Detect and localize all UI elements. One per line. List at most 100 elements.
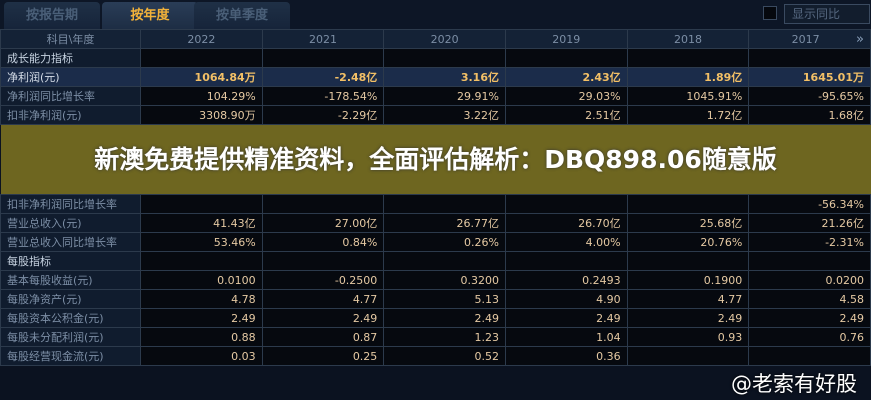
cell-value: 104.29% — [140, 86, 263, 106]
cell-value: -95.65% — [748, 86, 871, 106]
cell-value — [626, 251, 750, 271]
cell-value: 4.00% — [504, 232, 628, 252]
cell-value: 4.77 — [626, 289, 750, 309]
cell-value: -0.2500 — [261, 270, 385, 290]
cell-value: 0.93 — [626, 327, 750, 347]
table-header-row: 科目\年度 2022 2021 2020 2019 2018 2017» — [0, 29, 871, 49]
financial-table: 科目\年度 2022 2021 2020 2019 2018 2017» 成长能力指标 净利润(… — [0, 29, 871, 366]
table-row[interactable]: 每股净资产(元) 4.78 4.77 5.13 4.90 4.77 4.58 — [0, 289, 871, 309]
table-row[interactable]: 扣非净利润同比增长率 -56.34% — [0, 194, 871, 214]
cell-value — [383, 48, 506, 68]
cell-value: -178.54% — [261, 86, 385, 106]
table-row[interactable]: 净利润同比增长率 104.29% -178.54% 29.91% 29.03% 1045.… — [0, 86, 871, 106]
cell-value: 25.68亿 — [626, 213, 750, 233]
cell-value: 1.89亿 — [626, 67, 750, 87]
row-label: 扣非净利润同比增长率 — [0, 194, 141, 214]
column-header[interactable]: 2022 — [140, 29, 263, 49]
cell-value: 0.36 — [504, 346, 628, 366]
cell-value: 0.03 — [140, 346, 263, 366]
cell-value: 0.2493 — [504, 270, 628, 290]
cell-value — [504, 194, 628, 214]
cell-value: 3.16亿 — [383, 67, 506, 87]
cell-value: 0.0200 — [748, 270, 871, 290]
table-row[interactable]: 扣非净利润(元) 3308.90万 -2.29亿 3.22亿 2.51亿 1.72亿 1.6… — [0, 105, 871, 125]
row-label: 基本每股收益(元) — [0, 270, 141, 290]
cell-value: 2.43亿 — [504, 67, 628, 87]
cell-value: 20.76% — [626, 232, 750, 252]
table-row[interactable]: 营业总收入同比增长率 53.46% 0.84% 0.26% 4.00% 20.76% -2.… — [0, 232, 871, 252]
table-row[interactable]: 每股指标 — [0, 251, 871, 271]
table-row[interactable]: 每股未分配利润(元) 0.88 0.87 1.23 1.04 0.93 0.76 — [0, 327, 871, 347]
cell-value: 2.49 — [748, 308, 871, 328]
yoy-checkbox[interactable] — [763, 6, 777, 20]
cell-value: 0.3200 — [383, 270, 506, 290]
watermark: @老索有好股 — [731, 372, 857, 396]
banner-row: 新澳免费提供精准资料，全面评估解析：DBQ898.06随意版 — [0, 124, 871, 195]
cell-value: 0.1900 — [626, 270, 750, 290]
row-label: 每股指标 — [0, 251, 141, 271]
cell-value: 4.78 — [140, 289, 263, 309]
cell-value: 4.58 — [748, 289, 871, 309]
cell-value: 0.0100 — [140, 270, 263, 290]
cell-value: 1.23 — [383, 327, 506, 347]
cell-value: 1.04 — [504, 327, 628, 347]
cell-value — [626, 194, 750, 214]
cell-value: 2.49 — [504, 308, 628, 328]
cell-value — [504, 48, 628, 68]
cell-value — [626, 48, 750, 68]
tab-by-quarter[interactable]: 按单季度 — [194, 2, 290, 29]
table-row[interactable]: 成长能力指标 — [0, 48, 871, 68]
cell-value: 0.84% — [261, 232, 385, 252]
cell-value — [383, 194, 506, 214]
table-row[interactable]: 净利润(元) 1064.84万 -2.48亿 3.16亿 2.43亿 1.89亿 1645.… — [0, 67, 871, 87]
cell-value: 0.26% — [383, 232, 506, 252]
column-header[interactable]: 2017» — [748, 29, 871, 49]
cell-value: 3308.90万 — [140, 105, 263, 125]
cell-value: 0.88 — [140, 327, 263, 347]
cell-value — [383, 251, 506, 271]
cell-value: 2.51亿 — [504, 105, 628, 125]
next-columns-icon[interactable]: » — [856, 31, 864, 47]
cell-value — [748, 251, 871, 271]
row-label: 成长能力指标 — [0, 48, 141, 68]
tab-bar: 按报告期 按年度 按单季度 显示同比 — [0, 0, 871, 29]
cell-value: -2.48亿 — [261, 67, 385, 87]
cell-value: 1645.01万 — [748, 67, 871, 87]
cell-value: 2.49 — [140, 308, 263, 328]
column-header[interactable]: 2019 — [504, 29, 628, 49]
table-row[interactable]: 每股资本公积金(元) 2.49 2.49 2.49 2.49 2.49 2.49 — [0, 308, 871, 328]
cell-value: 27.00亿 — [261, 213, 385, 233]
cell-value — [140, 48, 263, 68]
column-header[interactable]: 2021 — [261, 29, 385, 49]
yoy-toggle-button[interactable]: 显示同比 — [784, 4, 870, 24]
cell-value: 1.68亿 — [748, 105, 871, 125]
tab-by-year[interactable]: 按年度 — [102, 2, 198, 29]
table-row[interactable]: 营业总收入(元) 41.43亿 27.00亿 26.77亿 26.70亿 25.68亿 21… — [0, 213, 871, 233]
row-label: 扣非净利润(元) — [0, 105, 141, 125]
cell-value: 0.87 — [261, 327, 385, 347]
table-row[interactable]: 基本每股收益(元) 0.0100 -0.2500 0.3200 0.2493 0.1900… — [0, 270, 871, 290]
cell-value — [748, 346, 871, 366]
cell-value — [261, 48, 385, 68]
cell-value: 29.91% — [383, 86, 506, 106]
row-label: 净利润同比增长率 — [0, 86, 141, 106]
cell-value: -2.31% — [748, 232, 871, 252]
cell-value — [140, 194, 263, 214]
table-row[interactable]: 每股经营现金流(元) 0.03 0.25 0.52 0.36 — [0, 346, 871, 366]
cell-value: -2.29亿 — [261, 105, 385, 125]
row-label: 每股资本公积金(元) — [0, 308, 141, 328]
tab-by-report-period[interactable]: 按报告期 — [4, 2, 100, 29]
cell-value — [140, 251, 263, 271]
column-header[interactable]: 2020 — [383, 29, 506, 49]
column-header: 科目\年度 — [0, 29, 141, 49]
cell-value: 26.77亿 — [383, 213, 506, 233]
cell-value: 3.22亿 — [383, 105, 506, 125]
cell-value: 4.90 — [504, 289, 628, 309]
cell-value: -56.34% — [748, 194, 871, 214]
row-label: 每股未分配利润(元) — [0, 327, 141, 347]
row-label: 净利润(元) — [0, 67, 141, 87]
cell-value: 21.26亿 — [748, 213, 871, 233]
cell-value: 0.25 — [261, 346, 385, 366]
column-header[interactable]: 2018 — [626, 29, 750, 49]
cell-value: 4.77 — [261, 289, 385, 309]
